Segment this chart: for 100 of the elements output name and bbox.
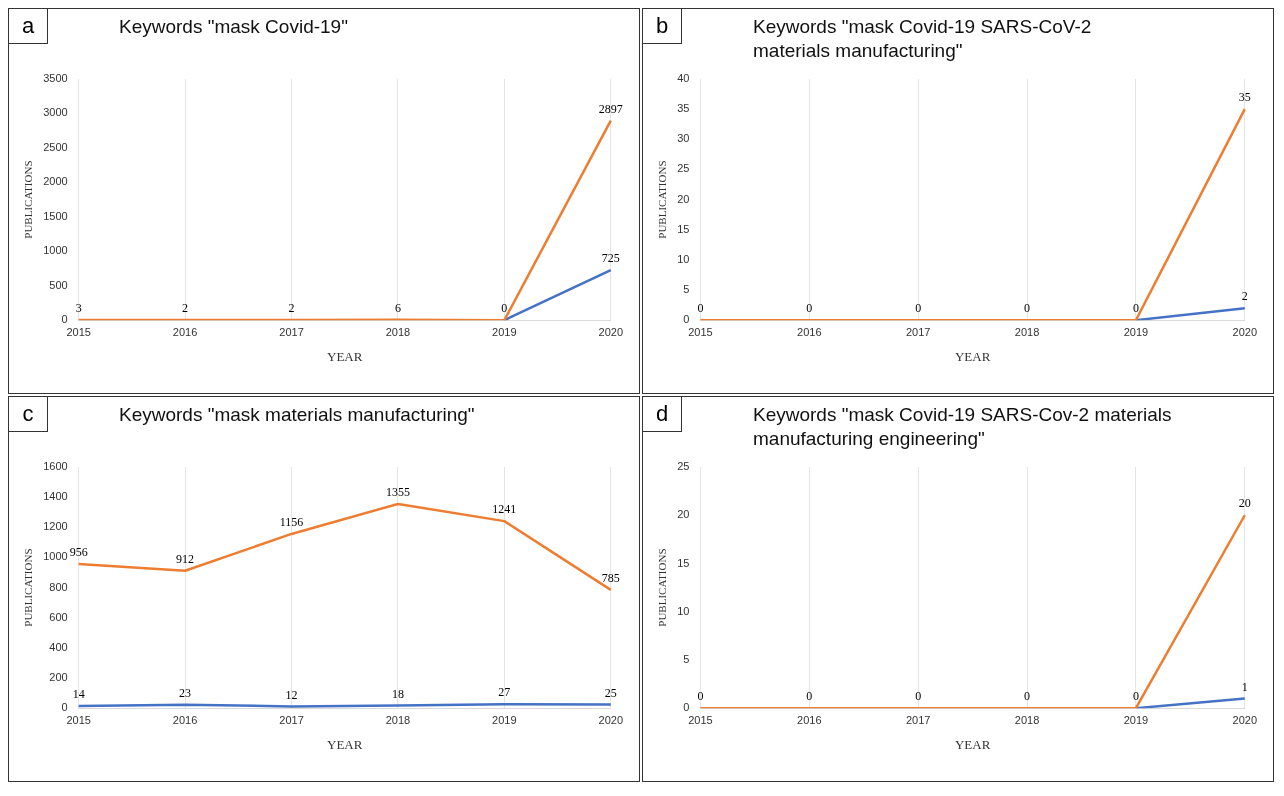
x-tick-label: 2018 [385, 713, 411, 726]
y-tick-label: 0 [61, 313, 68, 326]
y-tick-label: 500 [49, 278, 68, 291]
y-tick-label: 10 [677, 252, 690, 265]
x-tick-label: 2015 [688, 325, 713, 338]
y-tick-label: 1400 [43, 490, 68, 503]
y-tick-label: 0 [61, 701, 68, 714]
x-tick-label: 2020 [598, 713, 624, 726]
x-tick-label: 2015 [66, 713, 91, 726]
data-label: 956 [69, 545, 88, 560]
y-tick-label: 35 [677, 102, 690, 115]
y-tick-label: 200 [49, 671, 68, 684]
data-label: 785 [601, 571, 620, 586]
x-axis-title: YEAR [954, 348, 991, 364]
chart-title: Keywords "mask Covid-19 SARS-CoV-2 materials manufacturing" [753, 15, 1093, 63]
y-tick-label: 400 [49, 640, 68, 653]
y-tick-label: 600 [49, 610, 68, 623]
y-tick-label: 0 [683, 313, 690, 326]
x-tick-label: 2017 [279, 325, 304, 338]
x-tick-label: 2016 [797, 713, 822, 726]
x-tick-label: 2020 [1232, 713, 1258, 726]
data-label: 6 [394, 300, 401, 315]
x-tick-label: 2017 [905, 713, 931, 726]
y-tick-label: 1200 [43, 520, 68, 533]
y-tick-label: 2500 [43, 140, 68, 153]
y-tick-label: 1000 [43, 550, 68, 563]
text: a [8, 8, 48, 44]
x-tick-label: 2017 [279, 713, 304, 726]
data-label: 0 [501, 301, 508, 316]
data-label: 0 [697, 301, 704, 316]
y-tick-label: 1500 [43, 209, 68, 222]
data-label: 0 [806, 301, 813, 316]
x-tick-label: 2019 [1123, 325, 1149, 338]
y-tick-label: 3000 [43, 106, 68, 119]
x-tick-label: 2016 [172, 325, 198, 338]
y-tick-label: 15 [677, 556, 690, 569]
data-label: 1241 [492, 502, 517, 517]
x-tick-label: 2020 [1232, 325, 1258, 338]
x-tick-label: 2018 [1014, 713, 1040, 726]
data-label: 25 [604, 685, 617, 700]
y-axis-title: PUBLICATIONS [656, 548, 669, 627]
y-axis-title: PUBLICATIONS [656, 160, 669, 239]
y-tick-label: 15 [677, 222, 690, 235]
text: c [8, 396, 48, 432]
y-axis-title: PUBLICATIONS [22, 548, 35, 627]
chart-title: Keywords "mask materials manufacturing" [119, 403, 476, 427]
data-label: 0 [1132, 301, 1139, 316]
data-label: 1 [1241, 679, 1248, 694]
text: b [642, 8, 682, 44]
x-tick-label: 2016 [797, 325, 822, 338]
text: d [642, 396, 682, 432]
y-tick-label: 20 [677, 192, 690, 205]
y-tick-label: 20 [677, 508, 690, 521]
data-label: 912 [176, 551, 195, 566]
x-tick-label: 2019 [1123, 713, 1149, 726]
y-tick-label: 25 [677, 460, 690, 473]
x-tick-label: 2019 [492, 713, 517, 726]
data-label: 0 [1024, 301, 1031, 316]
data-label: 725 [601, 251, 620, 266]
x-tick-label: 2017 [905, 325, 931, 338]
x-axis-title: YEAR [327, 736, 363, 752]
y-tick-label: 25 [677, 162, 690, 175]
data-label: 0 [915, 689, 922, 704]
x-axis-title: YEAR [954, 736, 991, 752]
x-axis-title: YEAR [327, 348, 363, 364]
x-tick-label: 2016 [172, 713, 198, 726]
data-label: 2 [182, 301, 189, 316]
x-tick-label: 2018 [385, 325, 411, 338]
y-tick-label: 3500 [43, 72, 68, 85]
data-label: 0 [697, 689, 704, 704]
x-tick-label: 2019 [492, 325, 517, 338]
data-label: 1156 [279, 515, 304, 530]
x-tick-label: 2015 [66, 325, 91, 338]
y-tick-label: 800 [49, 580, 68, 593]
data-label: 0 [915, 301, 922, 316]
data-label: 1355 [385, 485, 410, 500]
y-tick-label: 1000 [43, 244, 68, 257]
y-axis-title: PUBLICATIONS [22, 160, 35, 239]
y-tick-label: 30 [677, 132, 690, 145]
data-label: 20 [1238, 496, 1251, 511]
data-label: 23 [179, 685, 192, 700]
data-label: 0 [1132, 689, 1139, 704]
x-tick-label: 2020 [598, 325, 624, 338]
data-label: 35 [1238, 90, 1251, 105]
data-label: 14 [72, 687, 85, 702]
data-label: 27 [498, 685, 511, 700]
data-label: 2897 [598, 101, 623, 116]
y-tick-label: 0 [683, 701, 690, 714]
data-label: 12 [285, 687, 298, 702]
data-label: 18 [391, 686, 404, 701]
y-tick-label: 5 [683, 652, 690, 665]
y-tick-label: 1600 [43, 460, 68, 473]
y-tick-label: 5 [683, 283, 690, 296]
data-label: 0 [1024, 689, 1031, 704]
y-tick-label: 2000 [43, 175, 68, 188]
x-tick-label: 2015 [688, 713, 713, 726]
chart-title: Keywords "mask Covid-19" [119, 15, 349, 39]
data-label: 3 [75, 301, 82, 316]
data-label: 2 [288, 301, 295, 316]
x-tick-label: 2018 [1014, 325, 1040, 338]
